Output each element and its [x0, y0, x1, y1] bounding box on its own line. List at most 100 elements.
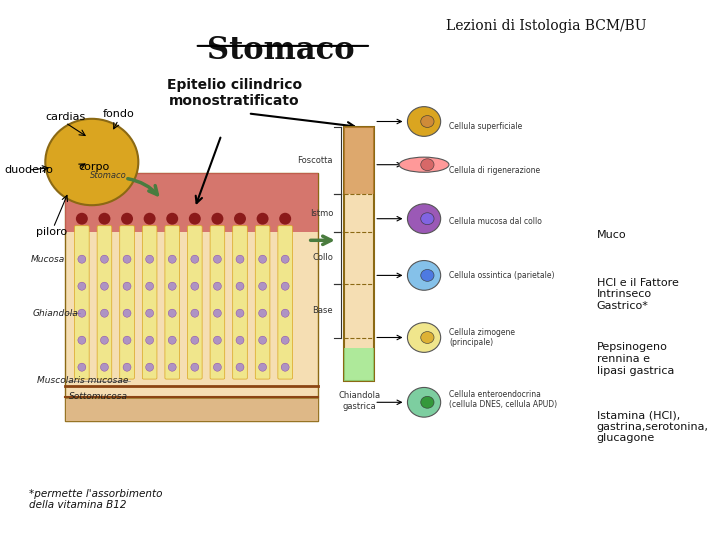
Ellipse shape: [168, 255, 176, 263]
FancyBboxPatch shape: [344, 127, 374, 194]
FancyBboxPatch shape: [187, 226, 202, 379]
FancyBboxPatch shape: [344, 127, 374, 381]
Text: Cellula di rigenerazione: Cellula di rigenerazione: [449, 166, 541, 174]
FancyBboxPatch shape: [66, 173, 318, 421]
Ellipse shape: [213, 363, 221, 372]
Ellipse shape: [145, 282, 153, 291]
FancyBboxPatch shape: [120, 226, 135, 379]
FancyBboxPatch shape: [210, 226, 225, 379]
Text: Istmo: Istmo: [310, 209, 333, 218]
Text: Cellula zimogene
(principale): Cellula zimogene (principale): [449, 328, 516, 347]
Text: duodeno: duodeno: [4, 165, 53, 175]
FancyBboxPatch shape: [75, 226, 89, 379]
Ellipse shape: [168, 282, 176, 291]
Ellipse shape: [420, 332, 434, 343]
Ellipse shape: [420, 213, 434, 225]
Ellipse shape: [420, 116, 434, 127]
Ellipse shape: [145, 363, 153, 372]
Ellipse shape: [213, 282, 221, 291]
Ellipse shape: [166, 213, 179, 225]
Text: Chiandola
gastrica: Chiandola gastrica: [338, 392, 381, 411]
Ellipse shape: [282, 282, 289, 291]
Ellipse shape: [101, 336, 109, 345]
Ellipse shape: [168, 363, 176, 372]
FancyBboxPatch shape: [256, 226, 270, 379]
Text: Epitelio cilindrico
monostratificato: Epitelio cilindrico monostratificato: [167, 78, 302, 108]
Text: Stomaco: Stomaco: [90, 171, 127, 180]
FancyBboxPatch shape: [66, 173, 318, 232]
Text: Istamina (HCl),
gastrina,serotonina,
glucagone: Istamina (HCl), gastrina,serotonina, glu…: [597, 410, 708, 443]
Ellipse shape: [408, 388, 441, 417]
Ellipse shape: [123, 363, 131, 372]
Ellipse shape: [123, 255, 131, 263]
Text: Muscolaris mucosae: Muscolaris mucosae: [37, 376, 128, 385]
Ellipse shape: [123, 309, 131, 317]
Ellipse shape: [45, 119, 138, 205]
Text: Ghiandola: Ghiandola: [33, 309, 78, 318]
Text: corpo: corpo: [78, 163, 109, 172]
Ellipse shape: [78, 336, 86, 345]
Ellipse shape: [78, 255, 86, 263]
FancyBboxPatch shape: [97, 226, 112, 379]
Ellipse shape: [213, 336, 221, 345]
Ellipse shape: [191, 255, 199, 263]
Ellipse shape: [189, 213, 201, 225]
Ellipse shape: [258, 282, 266, 291]
Ellipse shape: [258, 336, 266, 345]
Text: Cellula ossintica (parietale): Cellula ossintica (parietale): [449, 271, 555, 280]
Text: *permette l'assorbimento
della vitamina B12: *permette l'assorbimento della vitamina …: [29, 489, 162, 510]
Text: Lezioni di Istologia BCM/BU: Lezioni di Istologia BCM/BU: [446, 19, 647, 33]
Ellipse shape: [236, 363, 244, 372]
Ellipse shape: [145, 255, 153, 263]
Text: HCl e il Fattore
Intrinseco
Gastrico*: HCl e il Fattore Intrinseco Gastrico*: [597, 278, 679, 311]
Ellipse shape: [258, 255, 266, 263]
Text: piloro: piloro: [37, 227, 68, 237]
Ellipse shape: [420, 396, 434, 408]
Ellipse shape: [78, 309, 86, 317]
Ellipse shape: [282, 336, 289, 345]
Ellipse shape: [236, 309, 244, 317]
Ellipse shape: [236, 336, 244, 345]
Ellipse shape: [258, 309, 266, 317]
Text: cardias: cardias: [45, 111, 86, 122]
Ellipse shape: [282, 309, 289, 317]
Text: Foscotta: Foscotta: [297, 156, 333, 165]
Ellipse shape: [236, 255, 244, 263]
Ellipse shape: [399, 157, 449, 172]
Ellipse shape: [408, 322, 441, 352]
Ellipse shape: [408, 260, 441, 290]
Ellipse shape: [121, 213, 133, 225]
Text: fondo: fondo: [102, 109, 134, 119]
Ellipse shape: [258, 363, 266, 372]
Ellipse shape: [420, 159, 434, 171]
FancyBboxPatch shape: [143, 226, 157, 379]
Ellipse shape: [282, 363, 289, 372]
Text: Cellula mucosa dal collo: Cellula mucosa dal collo: [449, 217, 542, 226]
Ellipse shape: [213, 309, 221, 317]
Text: Cellula superficiale: Cellula superficiale: [449, 123, 523, 131]
Ellipse shape: [99, 213, 110, 225]
Text: Stomaco: Stomaco: [207, 35, 355, 66]
Text: Base: Base: [312, 306, 333, 315]
Ellipse shape: [78, 363, 86, 372]
Ellipse shape: [101, 363, 109, 372]
Ellipse shape: [191, 336, 199, 345]
Text: Collo: Collo: [312, 253, 333, 262]
Ellipse shape: [408, 106, 441, 137]
Ellipse shape: [76, 213, 88, 225]
Text: Sottomucosa: Sottomucosa: [69, 393, 128, 401]
Text: Muco: Muco: [597, 230, 626, 240]
Text: Cellula enteroendocrina
(cellula DNES, cellula APUD): Cellula enteroendocrina (cellula DNES, c…: [449, 390, 557, 409]
Ellipse shape: [101, 282, 109, 291]
FancyBboxPatch shape: [233, 226, 247, 379]
Ellipse shape: [191, 282, 199, 291]
Ellipse shape: [145, 309, 153, 317]
FancyBboxPatch shape: [165, 226, 179, 379]
Ellipse shape: [101, 255, 109, 263]
Text: Mucosa: Mucosa: [31, 255, 66, 264]
FancyBboxPatch shape: [344, 348, 374, 381]
Ellipse shape: [212, 213, 223, 225]
Ellipse shape: [420, 269, 434, 281]
FancyBboxPatch shape: [66, 398, 318, 421]
FancyBboxPatch shape: [278, 226, 292, 379]
